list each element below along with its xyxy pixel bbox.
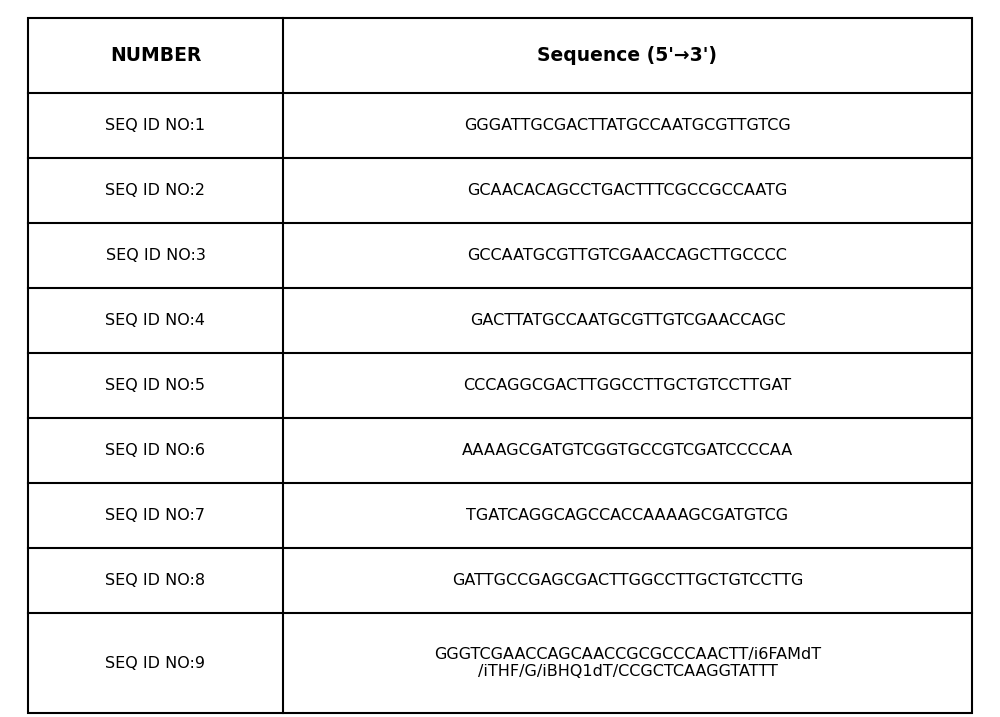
Text: CCCAGGCGACTTGGCCTTGCTGTCCTTGAT: CCCAGGCGACTTGGCCTTGCTGTCCTTGAT <box>463 378 792 393</box>
Text: GCCAATGCGTTGTCGAACCAGCTTGCCCC: GCCAATGCGTTGTCGAACCAGCTTGCCCC <box>468 248 787 263</box>
Text: GACTTATGCCAATGCGTTGTCGAACCAGC: GACTTATGCCAATGCGTTGTCGAACCAGC <box>470 313 785 328</box>
Text: SEQ ID NO:2: SEQ ID NO:2 <box>105 183 205 198</box>
Text: AAAAGCGATGTCGGTGCCGTCGATCCCCAA: AAAAGCGATGTCGGTGCCGTCGATCCCCAA <box>462 443 793 458</box>
Text: TGATCAGGCAGCCACCAAAAGCGATGTCG: TGATCAGGCAGCCACCAAAAGCGATGTCG <box>466 508 789 523</box>
Text: Sequence (5'→3'): Sequence (5'→3') <box>537 46 717 65</box>
Text: GGGTCGAACCAGCAACCGCGCCCAACTT/i6FAMdT
/iTHF/G/iBHQ1dT/CCGCTCAAGGTATTT: GGGTCGAACCAGCAACCGCGCCCAACTT/i6FAMdT /iT… <box>434 647 821 679</box>
Text: NUMBER: NUMBER <box>110 46 201 65</box>
Text: SEQ ID NO:4: SEQ ID NO:4 <box>105 313 205 328</box>
Text: GATTGCCGAGCGACTTGGCCTTGCTGTCCTTG: GATTGCCGAGCGACTTGGCCTTGCTGTCCTTG <box>452 573 803 588</box>
Text: GGGATTGCGACTTATGCCAATGCGTTGTCG: GGGATTGCGACTTATGCCAATGCGTTGTCG <box>464 118 791 133</box>
Text: GCAACACAGCCTGACTTTCGCCGCCAATG: GCAACACAGCCTGACTTTCGCCGCCAATG <box>467 183 788 198</box>
Text: SEQ ID NO:5: SEQ ID NO:5 <box>105 378 205 393</box>
Text: SEQ ID NO:1: SEQ ID NO:1 <box>105 118 206 133</box>
Text: SEQ ID NO:3: SEQ ID NO:3 <box>106 248 205 263</box>
Text: SEQ ID NO:6: SEQ ID NO:6 <box>105 443 205 458</box>
Text: SEQ ID NO:8: SEQ ID NO:8 <box>105 573 206 588</box>
Text: SEQ ID NO:7: SEQ ID NO:7 <box>105 508 205 523</box>
Text: SEQ ID NO:9: SEQ ID NO:9 <box>105 655 205 670</box>
